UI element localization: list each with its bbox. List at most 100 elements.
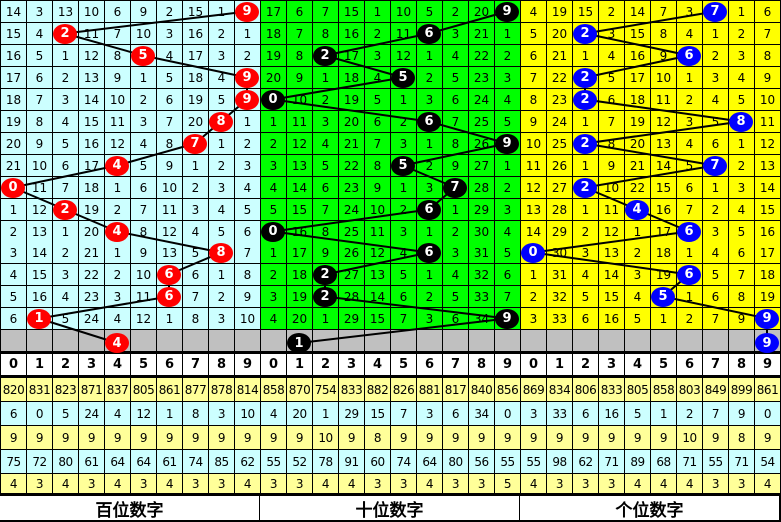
stat-cell: 3 bbox=[209, 402, 234, 425]
grid-cell: 1 bbox=[417, 45, 442, 66]
grid-cell: 18 bbox=[287, 264, 312, 285]
grid-cell: 3 bbox=[521, 308, 546, 329]
grid-cell: 24 bbox=[79, 308, 104, 329]
grid-cell: 2 bbox=[573, 221, 598, 242]
grid-cell: 7 bbox=[53, 177, 78, 198]
grid-cell: 23 bbox=[79, 286, 104, 307]
grid-cell: 17 bbox=[261, 1, 286, 22]
stat-cell: 0 bbox=[27, 402, 52, 425]
grid-cell: 1 bbox=[261, 242, 286, 263]
grid-cell: 15 bbox=[287, 199, 312, 220]
grid-cell: 9 bbox=[651, 45, 676, 66]
stat-cell: 4 bbox=[261, 402, 286, 425]
grid-cell: 33 bbox=[469, 286, 494, 307]
hit-ball: 6 bbox=[417, 23, 441, 44]
grid-cell: 18 bbox=[625, 89, 650, 110]
grid-cell: 1 bbox=[209, 264, 234, 285]
stat-cell: 3 bbox=[287, 474, 312, 493]
grid-cell: 5 bbox=[443, 67, 468, 88]
grid-cell: 7 bbox=[157, 111, 182, 132]
digit-header: 1 bbox=[27, 354, 52, 375]
hit-ball: 0 bbox=[1, 177, 25, 198]
grid-cell: 7 bbox=[365, 133, 390, 154]
grid-cell: 17 bbox=[183, 45, 208, 66]
stat-cell: 4 bbox=[651, 474, 676, 493]
grid-cell: 12 bbox=[27, 199, 52, 220]
stat-cell: 4 bbox=[677, 474, 702, 493]
stat-cell: 9 bbox=[599, 426, 624, 449]
hit-ball: 2 bbox=[53, 199, 77, 220]
stat-cell: 64 bbox=[131, 450, 156, 473]
hit-ball: 2 bbox=[313, 264, 337, 285]
grid-cell: 19 bbox=[339, 89, 364, 110]
stat-cell: 861 bbox=[157, 378, 182, 401]
grid-cell: 13 bbox=[79, 67, 104, 88]
grid-cell: 15 bbox=[651, 177, 676, 198]
grid-cell: 12 bbox=[391, 45, 416, 66]
stat-cell: 831 bbox=[27, 378, 52, 401]
grid-cell: 2 bbox=[703, 45, 728, 66]
grid-cell: 4 bbox=[677, 23, 702, 44]
grid-cell: 1 bbox=[53, 221, 78, 242]
grid-cell: 22 bbox=[547, 67, 572, 88]
stat-cell: 840 bbox=[469, 378, 494, 401]
grid-cell: 2 bbox=[625, 242, 650, 263]
grid-cell: 2 bbox=[599, 1, 624, 22]
hit-ball: 6 bbox=[417, 111, 441, 132]
stat-cell: 3 bbox=[131, 474, 156, 493]
grid-cell: 12 bbox=[79, 45, 104, 66]
grid-cell: 9 bbox=[755, 67, 780, 88]
stat-cell: 871 bbox=[79, 378, 104, 401]
grid-cell: 6 bbox=[53, 155, 78, 176]
hit-ball: 2 bbox=[313, 45, 337, 66]
grid-cell: 3 bbox=[261, 286, 286, 307]
grid-cell: 3 bbox=[53, 264, 78, 285]
hit-ball: 4 bbox=[625, 199, 649, 220]
grid-cell: 15 bbox=[27, 264, 52, 285]
grid-cell: 4 bbox=[703, 242, 728, 263]
grid-cell: 16 bbox=[287, 221, 312, 242]
stat-cell: 9 bbox=[287, 426, 312, 449]
grid-cell: 27 bbox=[547, 177, 572, 198]
hit-ball: 0 bbox=[521, 242, 545, 263]
stat-cell: 9 bbox=[53, 426, 78, 449]
digit-header: 6 bbox=[677, 354, 702, 375]
digit-header: 0 bbox=[261, 354, 286, 375]
grid-cell: 5 bbox=[521, 23, 546, 44]
grid-cell: 26 bbox=[469, 133, 494, 154]
stat-cell: 89 bbox=[625, 450, 650, 473]
grid-cell: 6 bbox=[183, 264, 208, 285]
grid-cell: 11 bbox=[157, 199, 182, 220]
grid-cell: 20 bbox=[287, 308, 312, 329]
hit-ball: 4 bbox=[105, 155, 129, 176]
grid-cell: 2 bbox=[235, 133, 260, 154]
grid-cell: 3 bbox=[27, 1, 52, 22]
hit-ball: 2 bbox=[573, 89, 597, 110]
grid-cell: 27 bbox=[339, 264, 364, 285]
stat-cell: 3 bbox=[79, 474, 104, 493]
grid-cell: 17 bbox=[339, 45, 364, 66]
grid-cell: 18 bbox=[79, 177, 104, 198]
grid-cell: 30 bbox=[547, 242, 572, 263]
grid-cell: 24 bbox=[339, 199, 364, 220]
grid-cell: 8 bbox=[313, 23, 338, 44]
grid-cell: 1 bbox=[703, 177, 728, 198]
hit-ball: 4 bbox=[105, 221, 129, 242]
grid-cell: 4 bbox=[261, 177, 286, 198]
stat-cell: 814 bbox=[235, 378, 260, 401]
grid-cell: 21 bbox=[79, 242, 104, 263]
digit-header: 5 bbox=[391, 354, 416, 375]
grid-cell: 6 bbox=[157, 89, 182, 110]
grid-cell: 2 bbox=[157, 1, 182, 22]
digit-header: 6 bbox=[417, 354, 442, 375]
grid-cell: 20 bbox=[547, 23, 572, 44]
grid-cell: 10 bbox=[79, 1, 104, 22]
stat-cell: 9 bbox=[105, 426, 130, 449]
grid-cell: 2 bbox=[417, 286, 442, 307]
grid-cell: 12 bbox=[365, 242, 390, 263]
grid-cell: 1 bbox=[417, 221, 442, 242]
hit-ball: 8 bbox=[209, 242, 233, 263]
grid-cell: 4 bbox=[521, 1, 546, 22]
grid-cell: 20 bbox=[79, 221, 104, 242]
